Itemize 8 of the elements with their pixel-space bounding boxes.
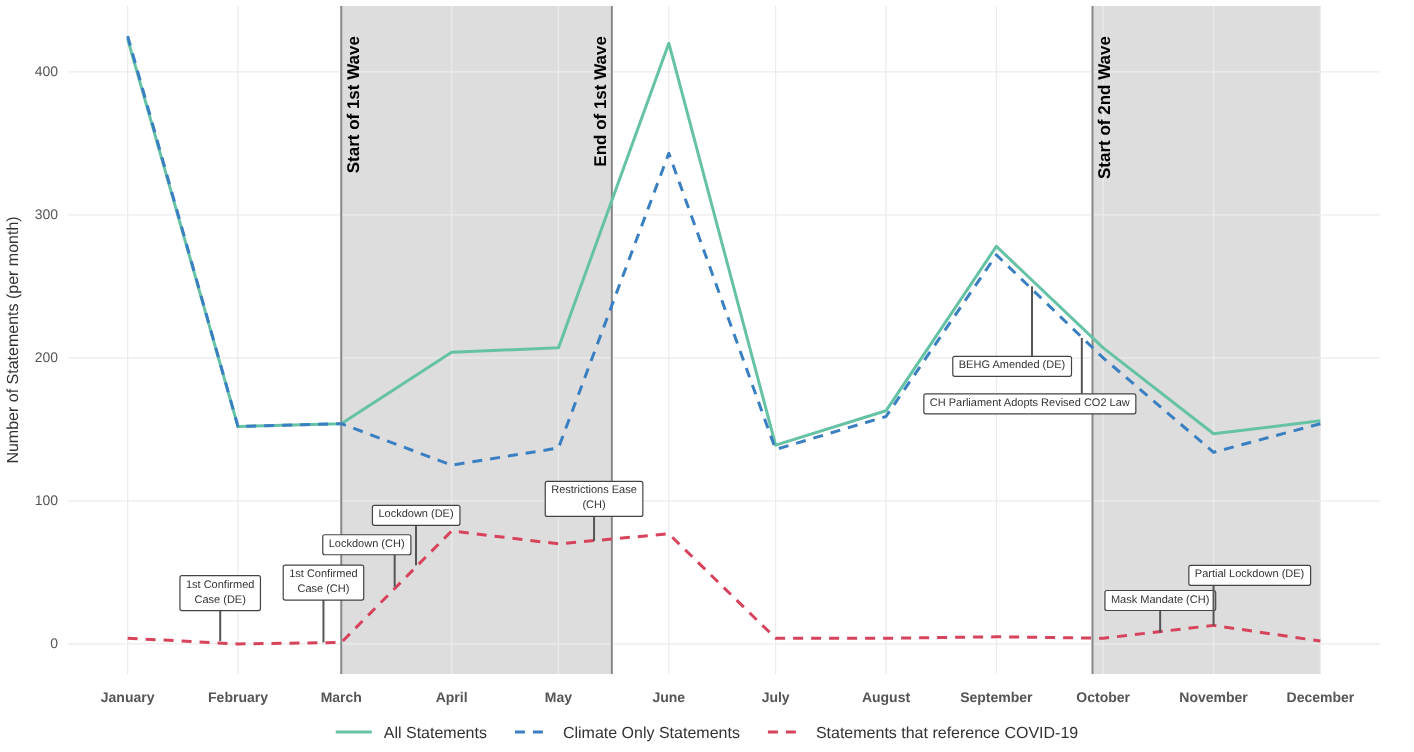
legend-label: Climate Only Statements <box>562 724 740 742</box>
legend-label: All Statements <box>383 724 487 742</box>
ref-line-label: Start of 2nd Wave <box>1094 35 1115 179</box>
ref-line-label: End of 1st Wave <box>589 35 610 167</box>
line-series <box>126 529 1322 646</box>
legend-label: Statements that reference COVID-19 <box>815 724 1080 742</box>
y-axis-title: Number of Statements (per month) <box>4 215 22 464</box>
ref-line-label: Start of 1st Wave <box>343 35 364 174</box>
